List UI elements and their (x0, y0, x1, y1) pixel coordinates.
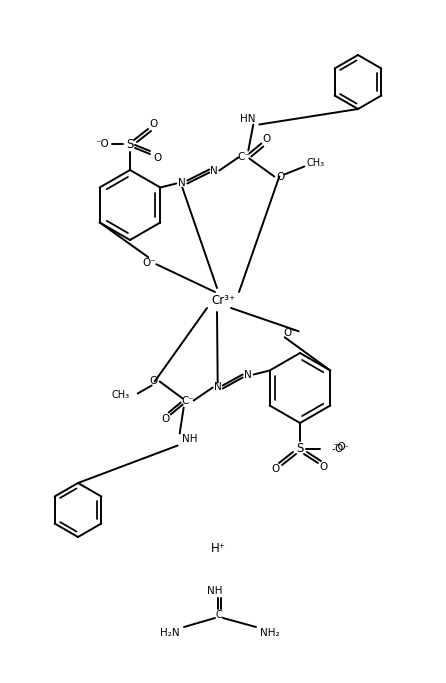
Text: O: O (271, 464, 279, 474)
Text: O: O (149, 376, 158, 387)
Text: O: O (276, 171, 285, 182)
Text: H₂N: H₂N (160, 628, 180, 638)
Text: N: N (178, 178, 186, 189)
Text: N: N (214, 382, 222, 391)
Text: O: O (262, 133, 270, 143)
Text: -O⁻: -O⁻ (332, 444, 350, 454)
Text: O: O (320, 462, 328, 472)
Text: O: O (154, 153, 162, 163)
Text: H⁺: H⁺ (211, 542, 225, 555)
Text: O: O (161, 415, 170, 425)
Text: S: S (126, 137, 134, 150)
Text: O⁻: O⁻ (284, 329, 297, 338)
Text: N: N (244, 370, 252, 380)
Text: O⁻: O⁻ (142, 258, 156, 268)
Text: HN: HN (240, 113, 255, 124)
Text: NH₂: NH₂ (260, 628, 280, 638)
Text: O: O (150, 119, 158, 129)
Text: ⁻O: ⁻O (95, 139, 109, 149)
Text: C⁻: C⁻ (181, 397, 194, 406)
Text: S: S (296, 443, 304, 456)
Text: CH₃: CH₃ (112, 391, 130, 400)
Text: CH₃: CH₃ (306, 158, 324, 167)
Text: C: C (215, 610, 223, 620)
Text: Cr³⁺: Cr³⁺ (211, 294, 235, 307)
Text: NH: NH (182, 434, 197, 445)
Text: N: N (211, 167, 218, 176)
Text: ⁻O: ⁻O (332, 442, 346, 452)
Text: C⁻: C⁻ (238, 152, 251, 161)
Text: NH: NH (207, 586, 223, 596)
